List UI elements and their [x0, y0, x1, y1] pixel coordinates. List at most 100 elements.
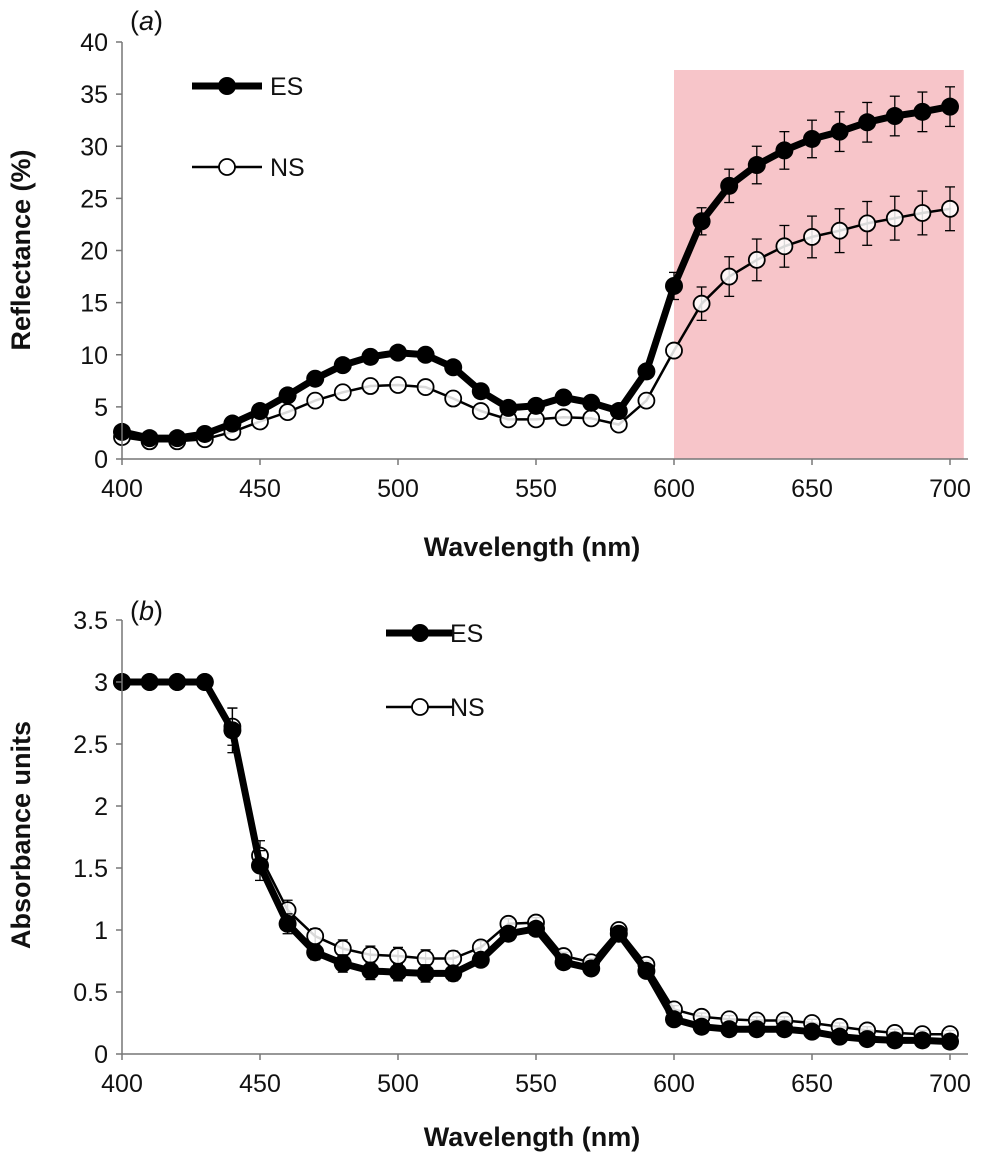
panel-b-label: (b) — [130, 596, 163, 626]
y-tick-label: 0 — [94, 1041, 108, 1069]
data-point-es — [554, 388, 573, 407]
legend-es-marker — [386, 624, 454, 642]
panel-b-absorbance: 0 0.5 1 1.5 2 2.5 3 3.5 400 450 500 550 600 650 700 (… — [6, 596, 971, 1152]
legend-es-label: ES — [270, 73, 303, 101]
data-point-es — [775, 1020, 794, 1039]
y-tick-label: 0.5 — [73, 979, 108, 1007]
data-point-ns — [913, 204, 932, 222]
data-point-ns — [333, 383, 352, 402]
y-tick-label: 35 — [80, 81, 108, 109]
legend-ns-marker — [386, 698, 454, 716]
x-tick-label: 500 — [377, 475, 419, 503]
series-ns — [113, 186, 959, 451]
data-point-es — [361, 347, 380, 366]
legend-es-marker — [192, 77, 262, 95]
x-tick-label: 600 — [653, 475, 695, 503]
x-tick-label: 650 — [791, 475, 833, 503]
y-tick-label: 25 — [80, 185, 108, 213]
x-tick-label: 700 — [929, 1070, 971, 1098]
data-point-es — [692, 1017, 711, 1036]
data-point-es — [885, 1031, 904, 1050]
panel-a-plot-area — [113, 86, 959, 451]
data-point-ns — [858, 214, 877, 233]
data-point-es — [609, 402, 628, 421]
x-tick-label: 600 — [653, 1070, 695, 1098]
y-tick-label: 1 — [94, 917, 108, 945]
data-point-es — [637, 362, 656, 381]
series-line-es — [118, 678, 954, 1046]
y-tick-label: 40 — [80, 29, 108, 57]
panel-a-label: (a) — [130, 6, 163, 36]
data-point-ns — [830, 221, 849, 240]
y-tick-label: 30 — [80, 133, 108, 161]
panel-b-plot-area — [113, 673, 959, 1051]
data-point-es — [195, 673, 214, 691]
data-point-es — [168, 429, 187, 448]
data-point-ns — [306, 391, 325, 410]
data-point-ns — [637, 391, 656, 410]
data-point-ns — [361, 377, 380, 395]
data-point-es — [720, 1020, 739, 1039]
y-tick-label: 15 — [80, 290, 108, 318]
data-point-es — [140, 429, 159, 448]
data-point-es — [582, 959, 601, 978]
data-point-es — [582, 393, 601, 412]
panel-b-legend: ES NS — [386, 620, 485, 722]
x-tick-label: 550 — [515, 1070, 557, 1098]
legend-ns-marker — [192, 158, 262, 176]
series-es — [113, 86, 959, 448]
data-point-es — [527, 396, 545, 415]
x-tick-label: 400 — [101, 1070, 143, 1098]
data-point-es — [692, 212, 711, 231]
x-tick-label: 550 — [515, 475, 557, 503]
data-point-es — [306, 943, 325, 962]
panel-b-y-axis-title: Absorbance units — [6, 721, 36, 949]
data-point-es — [637, 961, 656, 980]
data-point-ns — [389, 376, 407, 394]
data-point-es — [665, 1010, 683, 1029]
data-point-es — [416, 345, 435, 364]
data-point-es — [747, 1020, 766, 1039]
panel-b-y-ticks: 0 0.5 1 1.5 2 2.5 3 3.5 — [73, 607, 122, 1069]
data-point-es — [389, 343, 407, 362]
data-point-es — [830, 122, 849, 141]
data-point-es — [913, 1031, 932, 1050]
data-point-es — [527, 919, 545, 938]
x-tick-label: 400 — [101, 475, 143, 503]
panel-a-x-ticks: 400 450 500 550 600 650 700 — [101, 459, 971, 503]
data-point-es — [720, 176, 739, 195]
data-point-es — [941, 1032, 959, 1051]
data-point-ns — [554, 408, 573, 427]
y-tick-label: 10 — [80, 342, 108, 370]
data-point-es — [223, 414, 242, 433]
data-point-ns — [803, 228, 821, 246]
data-point-es — [913, 102, 932, 121]
x-tick-label: 700 — [929, 475, 971, 503]
data-point-es — [306, 369, 325, 388]
x-tick-label: 450 — [239, 1070, 281, 1098]
panel-a-reflectance: 0 5 10 15 20 25 30 35 40 400 450 500 550 600 650 700 (… — [6, 6, 971, 562]
data-point-es — [499, 398, 518, 417]
data-point-es — [278, 386, 297, 405]
data-point-es — [803, 129, 821, 148]
y-tick-label: 2 — [94, 793, 108, 821]
data-point-ns — [885, 209, 904, 228]
x-tick-label: 450 — [239, 475, 281, 503]
data-point-es — [775, 141, 794, 160]
data-point-ns — [720, 267, 739, 286]
data-point-es — [858, 113, 877, 132]
data-point-es — [416, 964, 435, 983]
red-highlight-region — [674, 70, 964, 459]
data-point-es — [858, 1030, 877, 1049]
legend-es-label: ES — [450, 620, 483, 648]
data-point-es — [471, 382, 490, 401]
data-point-ns — [361, 945, 380, 964]
data-point-es — [251, 402, 269, 421]
data-point-es — [444, 964, 463, 983]
data-point-es — [278, 914, 297, 933]
data-point-es — [333, 954, 352, 973]
legend-ns-label: NS — [270, 154, 305, 182]
series-es — [113, 673, 959, 1051]
